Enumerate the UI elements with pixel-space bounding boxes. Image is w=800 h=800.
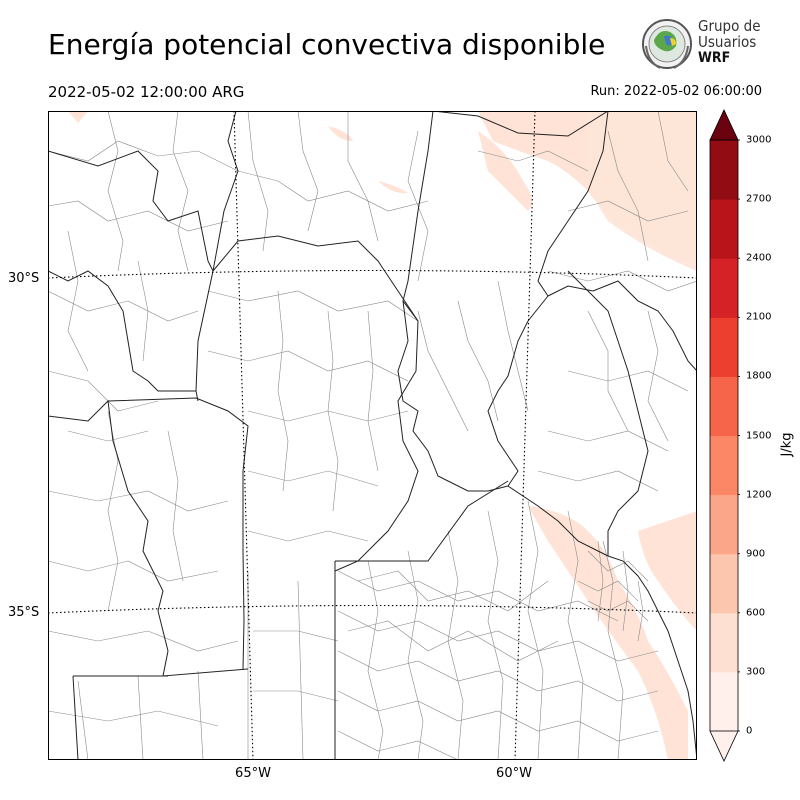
colorbar — [709, 109, 740, 762]
buenos-aires-partidos — [337, 500, 659, 760]
colorbar-tick-label: 1200 — [746, 489, 772, 501]
logo-line-2: Usuarios — [698, 33, 757, 51]
lon-label-60w: 60°W — [496, 766, 532, 781]
map-panel — [48, 111, 697, 760]
cape-shading — [68, 111, 697, 760]
logo: Grupo de Usuarios WRF — [640, 16, 790, 72]
colorbar-unit-label: J/kg — [779, 432, 795, 457]
colorbar-extend-high — [709, 109, 739, 141]
colorbar-tick-label: 1500 — [746, 430, 772, 441]
colorbar-tick-label: 600 — [746, 607, 766, 619]
map-title: Energía potencial convectiva disponible — [48, 28, 606, 61]
colorbar-tick-label: 3000 — [746, 134, 772, 146]
logo-text: Grupo de Usuarios WRF — [698, 18, 761, 66]
valid-time: 2022-05-02 12:00:00 ARG — [48, 83, 245, 101]
department-boundaries — [48, 111, 697, 760]
colorbar-segment — [710, 140, 738, 200]
province-boundaries — [48, 111, 697, 760]
colorbar-extend-low — [709, 730, 739, 762]
colorbar-segment — [710, 199, 738, 259]
logo-line-1: Grupo de — [698, 17, 761, 35]
colorbar-segment — [710, 553, 738, 614]
colorbar-tick-label: 2100 — [746, 311, 772, 323]
logo-line-3: WRF — [698, 50, 731, 66]
colorbar-tick-label: 900 — [746, 548, 766, 560]
colorbar-tick-label: 300 — [746, 666, 766, 678]
globe-emblem-icon — [642, 19, 692, 69]
map-frame — [48, 111, 697, 760]
colorbar-tick-label: 2400 — [746, 252, 772, 264]
colorbar-segment — [710, 376, 738, 436]
colorbar-segment — [710, 435, 738, 496]
colorbar-segment — [710, 671, 738, 732]
colorbar-tick-label: 2700 — [746, 193, 772, 205]
lat-label-30s: 30°S — [8, 271, 40, 286]
colorbar-segment — [710, 317, 738, 377]
colorbar-segment — [710, 612, 738, 673]
lon-label-65w: 65°W — [235, 766, 271, 781]
map-canvas — [48, 111, 697, 760]
colorbar-segment — [710, 494, 738, 555]
colorbar-segment — [710, 258, 738, 318]
colorbar-tick-label: 0 — [746, 725, 753, 737]
graticule — [48, 111, 697, 760]
run-time: Run: 2022-05-02 06:00:00 — [590, 84, 762, 99]
colorbar-tick-label: 1800 — [746, 370, 772, 382]
lat-label-35s: 35°S — [8, 605, 40, 620]
